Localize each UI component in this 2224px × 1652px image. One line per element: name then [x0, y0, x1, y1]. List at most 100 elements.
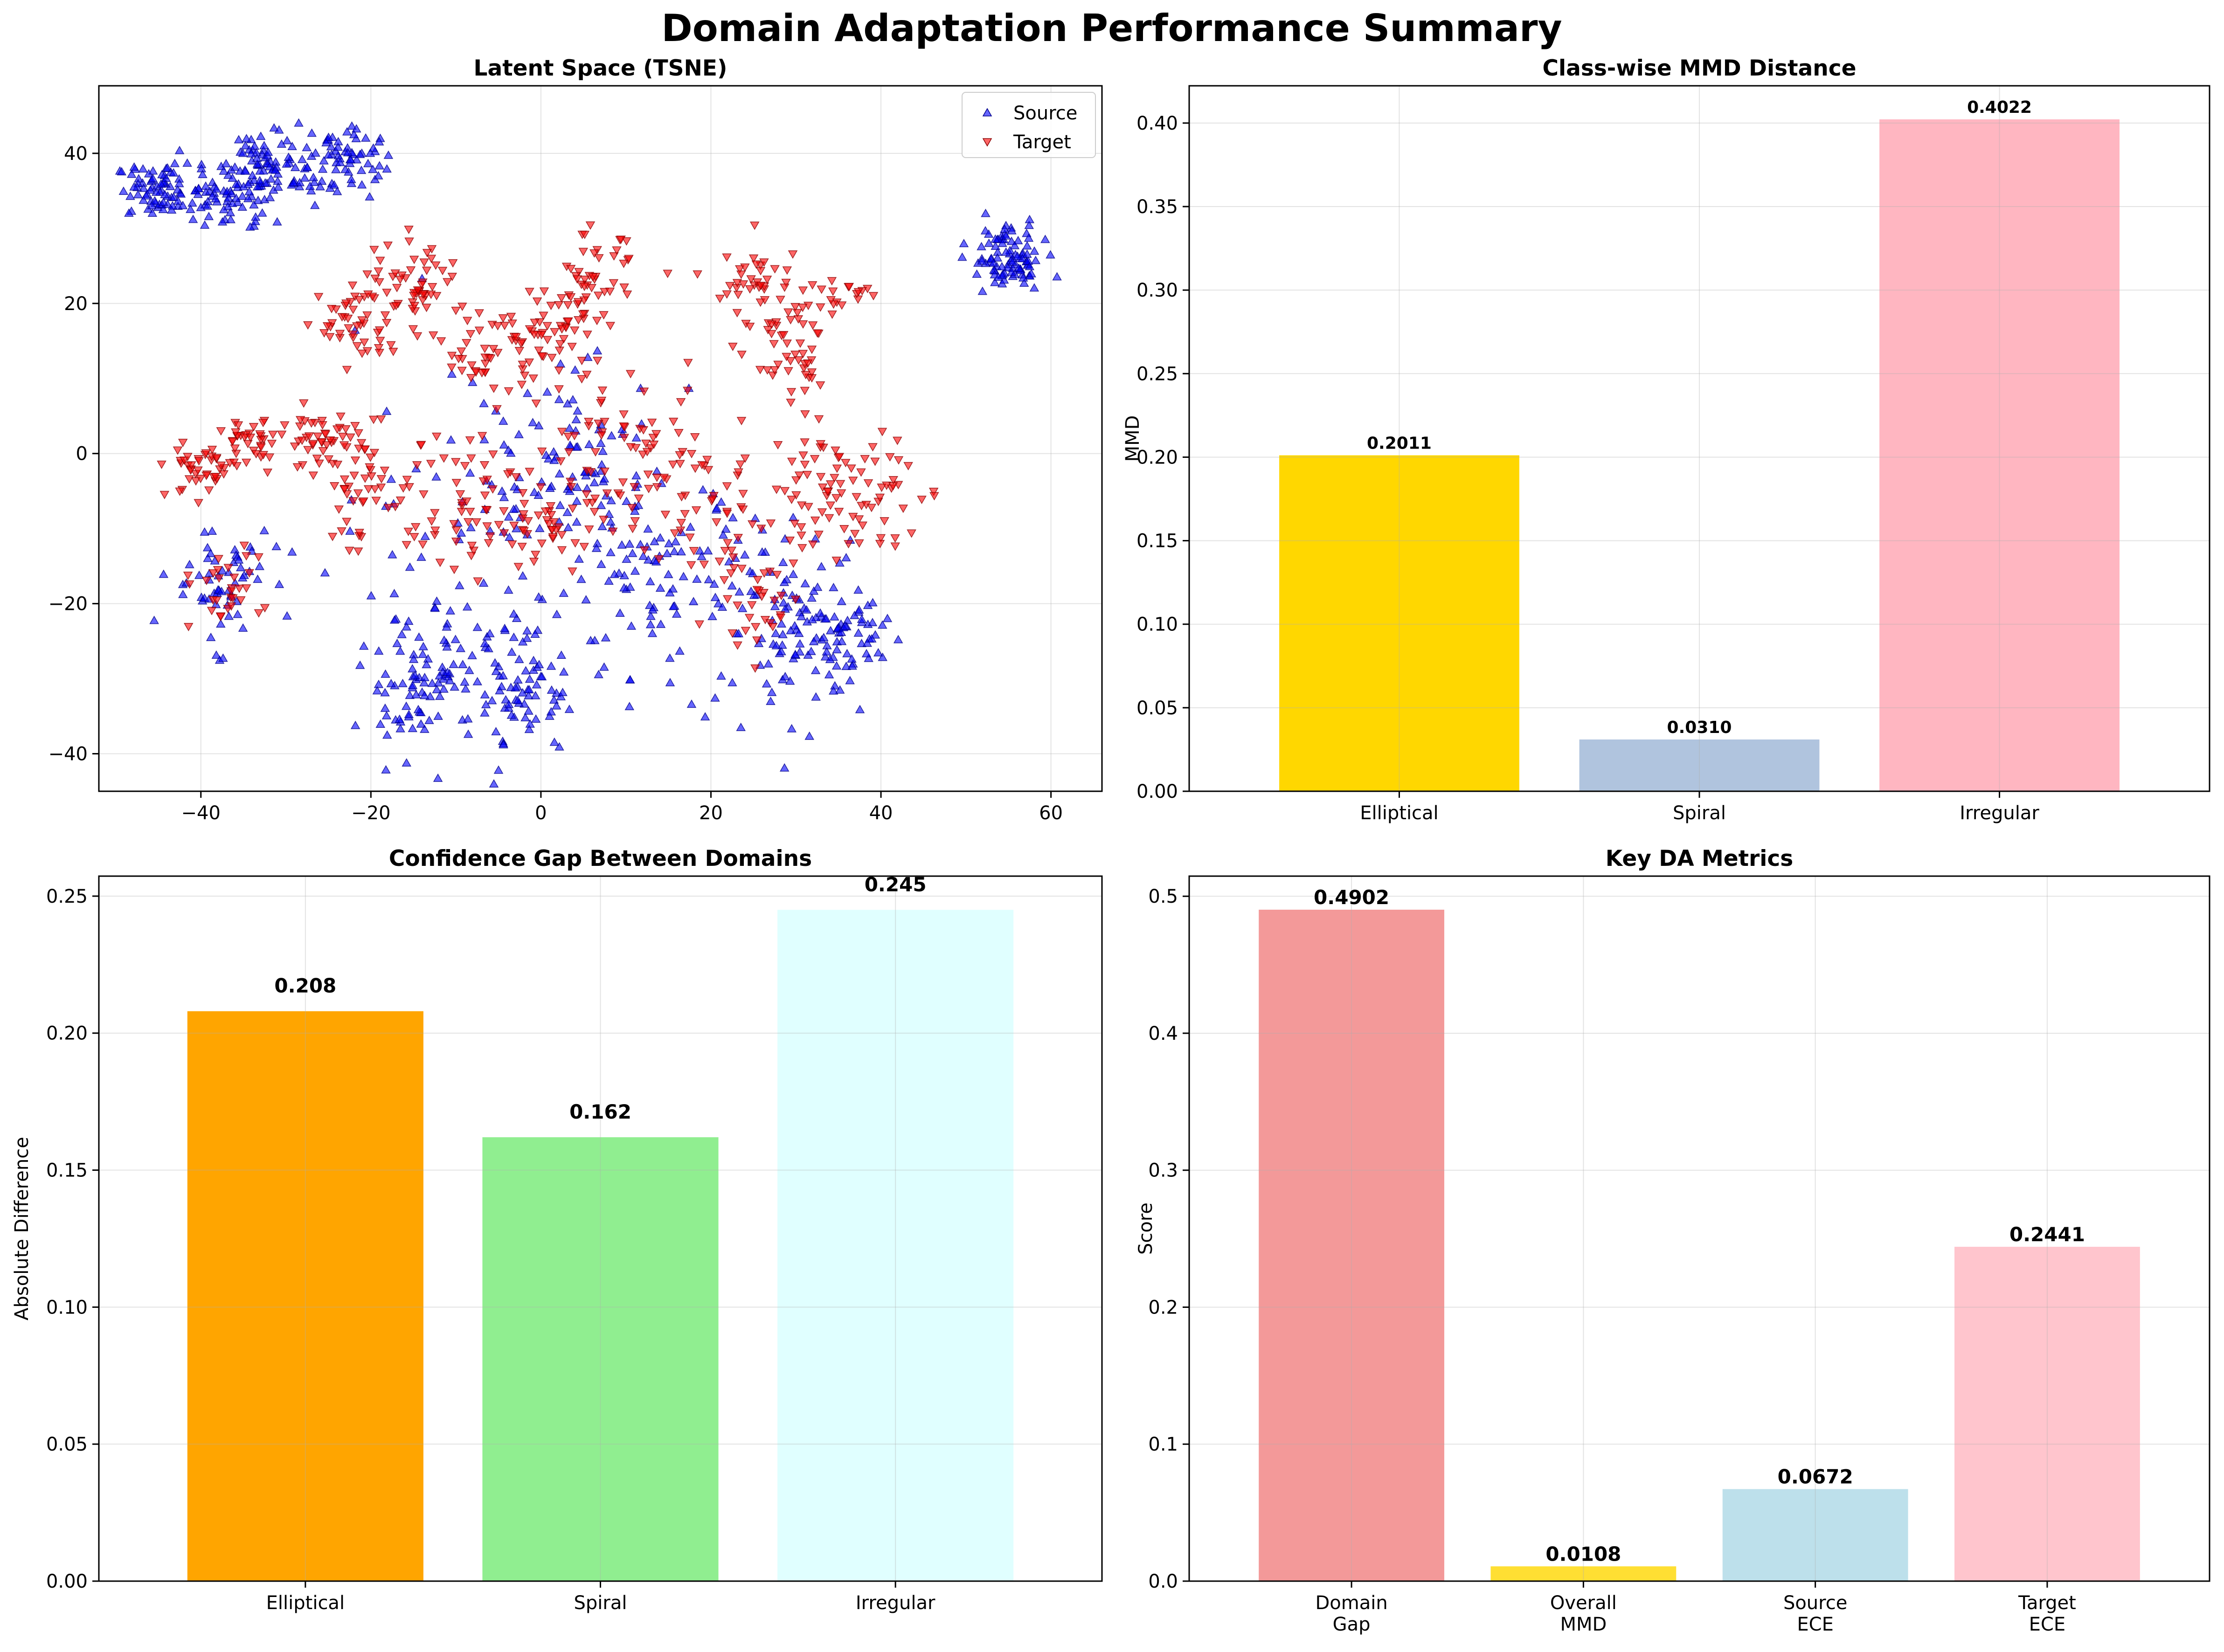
source-point [274, 580, 284, 588]
source-point [461, 684, 471, 693]
target-point [747, 601, 757, 610]
target-point [427, 517, 436, 526]
source-point [878, 652, 887, 661]
source-point [599, 474, 610, 483]
target-point [529, 331, 539, 339]
source-point [422, 660, 431, 669]
source-point [1040, 235, 1050, 243]
source-point [596, 560, 606, 568]
target-point [532, 297, 542, 306]
source-point [556, 650, 567, 659]
source-point [204, 212, 214, 221]
target-point [208, 569, 218, 578]
source-point [125, 191, 135, 200]
source-point [619, 583, 629, 592]
target-point [875, 539, 885, 548]
target-point [582, 331, 592, 339]
target-point [577, 357, 587, 366]
source-point [431, 472, 441, 481]
target-point [585, 221, 596, 230]
source-point [499, 623, 510, 632]
source-point [187, 198, 197, 207]
source-point [530, 691, 540, 699]
target-point [456, 347, 466, 356]
source-point [221, 159, 231, 167]
source-point [825, 626, 836, 635]
target-point [194, 499, 203, 508]
y-tick-label: 40 [64, 143, 88, 165]
target-point [185, 580, 194, 589]
target-point [354, 296, 364, 304]
bar-axes-2-frame [98, 875, 1103, 1582]
source-point [532, 680, 542, 689]
bar-value-label: 0.0310 [1667, 718, 1732, 737]
source-point [294, 118, 304, 127]
source-point [533, 490, 543, 499]
source-point [450, 635, 461, 643]
target-point [588, 273, 598, 282]
target-point [888, 476, 898, 484]
source-point [531, 714, 541, 723]
source-point [306, 186, 316, 195]
target-point [802, 470, 812, 479]
source-point [847, 661, 857, 670]
source-point [710, 593, 721, 601]
source-point [598, 446, 608, 455]
target-point [619, 410, 629, 419]
target-point [406, 266, 416, 275]
target-point [348, 305, 358, 314]
target-point [409, 302, 420, 311]
source-point [149, 615, 159, 624]
source-point [776, 619, 787, 628]
target-point [733, 601, 742, 610]
target-point [504, 387, 514, 396]
source-point [521, 666, 531, 675]
source-point [456, 528, 466, 537]
source-point [234, 135, 244, 144]
target-point [178, 439, 188, 448]
target-point [787, 496, 797, 505]
target-point [374, 267, 383, 276]
source-point [202, 543, 213, 552]
source-point [188, 214, 198, 223]
target-point [383, 242, 393, 250]
source-point [1001, 231, 1011, 240]
x-tick-label: Spiral [1673, 802, 1726, 824]
source-point [246, 149, 256, 158]
target-point [303, 321, 313, 330]
source-point [570, 365, 580, 374]
source-point [836, 627, 846, 636]
target-point [749, 221, 760, 230]
source-point [402, 622, 411, 631]
source-point [442, 642, 452, 651]
target-point [790, 595, 801, 604]
source-point [402, 758, 412, 767]
target-point [471, 368, 481, 377]
target-point [738, 280, 748, 289]
source-point [499, 440, 509, 449]
source-point [528, 656, 539, 664]
source-point [672, 609, 682, 618]
target-point [566, 265, 576, 274]
target-point [507, 319, 517, 328]
source-point [381, 669, 390, 678]
x-tick-label: Overall MMD [1550, 1592, 1617, 1635]
panels: −40 −20 0 20 40 60 −40 −20 0 20 40 Latent Space (TS… [11, 55, 2210, 1635]
target-point [722, 595, 733, 604]
target-point [771, 485, 782, 494]
source-point [1025, 214, 1035, 223]
source-point [253, 195, 263, 204]
target-point [582, 371, 592, 380]
source-point [351, 124, 361, 133]
target-point [831, 446, 840, 455]
target-point [542, 336, 553, 345]
source-point [688, 597, 699, 606]
target-point [477, 432, 487, 441]
target-point [363, 485, 374, 494]
target-point [733, 290, 743, 299]
source-point [841, 661, 851, 670]
bar-axes-3-frame [1188, 875, 2210, 1582]
target-point [890, 542, 900, 551]
target-point [563, 301, 573, 310]
source-point [224, 611, 234, 620]
